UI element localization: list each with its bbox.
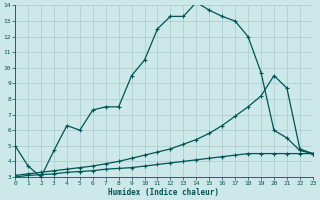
X-axis label: Humidex (Indice chaleur): Humidex (Indice chaleur) <box>108 188 220 197</box>
